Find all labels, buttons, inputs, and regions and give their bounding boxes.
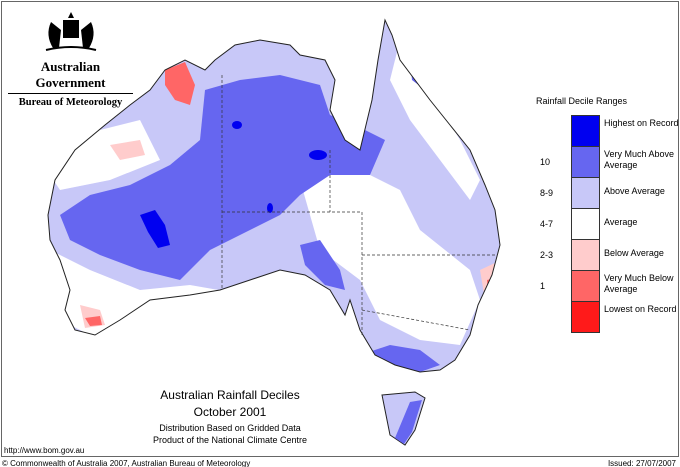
highest-on-record-region-nt bbox=[309, 150, 327, 160]
very-much-below-average-southwest bbox=[85, 316, 102, 326]
map-frame bbox=[1, 1, 679, 457]
legend-item: 10 Very Much Above Average bbox=[540, 146, 680, 178]
government-name: Australian Government bbox=[8, 59, 133, 94]
legend-label: Below Average bbox=[604, 248, 664, 258]
coat-of-arms-icon bbox=[45, 12, 96, 51]
average-region-northwest bbox=[48, 120, 160, 190]
very-much-above-average-region bbox=[60, 75, 385, 280]
copyright: © Commonwealth of Australia 2007, Austra… bbox=[2, 459, 251, 467]
legend-swatch bbox=[571, 270, 600, 302]
legend-swatch bbox=[571, 115, 600, 147]
legend-label: Highest on Record bbox=[604, 118, 679, 128]
legend-label: Very Much Above Average bbox=[604, 149, 675, 170]
legend-item: Highest on Record bbox=[540, 115, 680, 147]
legend-swatch bbox=[571, 177, 600, 209]
map-period: October 2001 bbox=[193, 405, 267, 419]
map-note-2: Product of the National Climate Centre bbox=[152, 435, 308, 445]
tasmania-above-average bbox=[395, 400, 422, 444]
state-borders bbox=[221, 75, 495, 335]
legend-item: 8-9 Above Average bbox=[540, 177, 680, 209]
legend-label: Above Average bbox=[604, 186, 665, 196]
highest-on-record-region-wa bbox=[267, 203, 273, 213]
map-title-block: Australian Rainfall Deciles October 2001… bbox=[140, 388, 320, 446]
very-much-above-average-victoria bbox=[360, 345, 440, 372]
legend-item: 2-3 Below Average bbox=[540, 239, 680, 271]
legend-range: 4-7 bbox=[540, 219, 554, 229]
highest-on-record-region bbox=[140, 210, 170, 248]
legend-label: Very Much Below Average bbox=[604, 273, 674, 294]
legend-swatch bbox=[571, 301, 600, 333]
government-logo: Australian Government Bureau of Meteorol… bbox=[8, 10, 133, 108]
legend-item: 4-7 Average bbox=[540, 208, 680, 240]
average-region-east bbox=[300, 170, 480, 345]
website-link[interactable]: http://www.bom.gov.au bbox=[4, 446, 85, 455]
very-much-below-average-nsw bbox=[487, 278, 496, 298]
very-much-below-average-kimberley bbox=[165, 62, 195, 105]
issued-date: Issued: 27/07/2007 bbox=[607, 459, 676, 467]
highest-on-record-region-nt2 bbox=[232, 121, 242, 129]
map-note-1: Distribution Based on Gridded Data bbox=[159, 423, 301, 433]
legend-item: Lowest on Record bbox=[540, 301, 680, 333]
legend-range: 2-3 bbox=[540, 250, 554, 260]
legend-swatch bbox=[571, 239, 600, 271]
legend-range: 1 bbox=[540, 281, 546, 291]
legend-label: Lowest on Record bbox=[604, 304, 677, 314]
legend-label: Average bbox=[604, 217, 638, 227]
legend-item: 1 Very Much Below Average bbox=[540, 270, 680, 302]
below-average-pilbara bbox=[110, 140, 145, 160]
legend-range: 8-9 bbox=[540, 188, 554, 198]
bureau-name: Bureau of Meteorology bbox=[18, 97, 123, 108]
legend-range: 10 bbox=[540, 157, 551, 167]
legend-swatch bbox=[571, 208, 600, 240]
map-title: Australian Rainfall Deciles bbox=[160, 388, 300, 402]
very-much-above-average-region-sa bbox=[300, 240, 345, 290]
legend-swatch bbox=[571, 146, 600, 178]
legend-title: Rainfall Decile Ranges bbox=[536, 96, 628, 106]
